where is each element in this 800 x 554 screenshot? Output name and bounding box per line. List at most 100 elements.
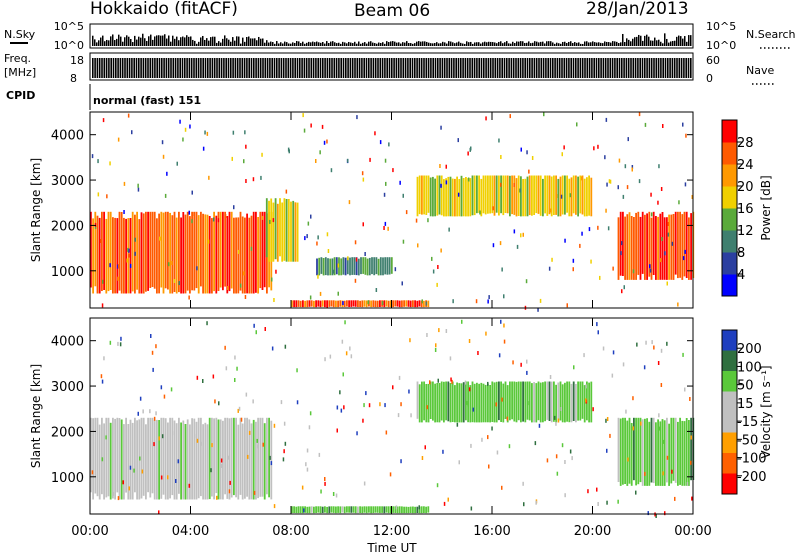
nsky-bar bbox=[552, 42, 554, 46]
nsky-bar bbox=[612, 41, 614, 46]
scatter-point bbox=[666, 341, 668, 346]
data-streak bbox=[528, 175, 531, 216]
scatter-point bbox=[207, 239, 210, 244]
nsky-bar bbox=[258, 36, 260, 46]
data-streak bbox=[109, 422, 112, 500]
nave-bar bbox=[558, 58, 561, 78]
data-streak bbox=[513, 175, 516, 215]
scatter-point bbox=[301, 485, 304, 490]
nsky-bar bbox=[662, 43, 664, 46]
scatter-point bbox=[447, 497, 449, 502]
nave-bars bbox=[92, 58, 692, 78]
velocity-ylabel: Slant Range [km] bbox=[29, 364, 43, 468]
data-streak bbox=[332, 300, 335, 308]
nave-bar bbox=[517, 58, 520, 78]
data-streak bbox=[661, 419, 664, 486]
data-streak bbox=[659, 213, 662, 280]
scatter-point bbox=[498, 353, 501, 358]
scatter-point bbox=[324, 357, 326, 362]
nave-bar bbox=[480, 58, 483, 78]
data-streak bbox=[96, 215, 99, 294]
scatter-point bbox=[487, 435, 489, 440]
nsky-bar bbox=[378, 42, 380, 46]
data-streak bbox=[120, 419, 123, 500]
nave-bar bbox=[533, 58, 536, 78]
nsky-bar bbox=[368, 41, 370, 46]
data-streak bbox=[320, 257, 323, 274]
data-streak bbox=[261, 211, 264, 290]
nsky-bar bbox=[532, 42, 534, 46]
data-streak bbox=[259, 211, 262, 289]
nsky-bar bbox=[630, 41, 632, 46]
data-streak bbox=[535, 383, 538, 423]
data-streak bbox=[557, 382, 560, 423]
scatter-point bbox=[204, 130, 206, 135]
data-streak bbox=[652, 211, 655, 275]
data-streak bbox=[666, 417, 668, 483]
data-streak bbox=[467, 381, 469, 423]
nsky-bar bbox=[428, 42, 430, 46]
data-streak bbox=[361, 506, 364, 514]
scatter-point bbox=[691, 195, 693, 199]
data-streak bbox=[583, 178, 586, 217]
nsky-bar bbox=[268, 42, 270, 46]
data-streak bbox=[162, 212, 165, 294]
data-streak bbox=[276, 203, 279, 262]
nsky-bar bbox=[152, 39, 154, 46]
data-streak bbox=[533, 175, 535, 215]
nsky-bar bbox=[544, 43, 546, 46]
scatter-point bbox=[522, 232, 524, 237]
scatter-point bbox=[323, 140, 326, 145]
nsky-trace bbox=[92, 33, 692, 46]
scatter-point bbox=[398, 375, 401, 380]
nsky-bar bbox=[140, 37, 142, 46]
x-tick-label: 12:00 bbox=[373, 524, 410, 539]
data-streak bbox=[590, 381, 593, 423]
scatter-point bbox=[101, 303, 104, 308]
freq-label: Freq. bbox=[4, 52, 31, 65]
data-streak bbox=[484, 175, 487, 215]
data-streak bbox=[354, 300, 357, 307]
nsky-bar bbox=[488, 41, 490, 46]
scatter-point bbox=[384, 158, 387, 163]
data-streak bbox=[191, 418, 193, 500]
scatter-point bbox=[597, 502, 599, 506]
data-streak bbox=[617, 417, 620, 482]
data-streak bbox=[295, 506, 298, 514]
data-streak bbox=[372, 506, 375, 513]
data-streak bbox=[384, 257, 387, 275]
data-streak bbox=[681, 214, 684, 280]
data-streak bbox=[681, 420, 684, 486]
data-streak bbox=[460, 175, 463, 217]
power-cells bbox=[90, 112, 695, 312]
nsky-bar bbox=[534, 41, 536, 46]
nave-bar bbox=[112, 58, 115, 78]
nsky-bar bbox=[636, 36, 638, 46]
nave-bar bbox=[317, 58, 319, 78]
data-streak bbox=[478, 383, 480, 423]
nsky-bar bbox=[562, 41, 564, 46]
data-streak bbox=[197, 215, 200, 294]
scatter-point bbox=[501, 397, 503, 402]
nave-bar bbox=[418, 58, 421, 78]
scatter-point bbox=[417, 243, 419, 248]
data-streak bbox=[570, 383, 573, 423]
y-tick-label: 1000 bbox=[51, 471, 84, 486]
data-streak bbox=[281, 202, 284, 262]
data-streak bbox=[471, 175, 474, 216]
velocity-colorbar-swatch bbox=[722, 330, 737, 351]
data-streak bbox=[235, 217, 237, 294]
nsky-bar bbox=[666, 38, 668, 46]
scatter-point bbox=[503, 294, 505, 299]
nave-bar bbox=[163, 58, 165, 78]
scatter-point bbox=[326, 232, 329, 237]
data-streak bbox=[222, 211, 224, 291]
data-streak bbox=[136, 420, 138, 500]
power-colorbar-tick-label: 4 bbox=[737, 268, 745, 283]
scatter-point bbox=[152, 367, 154, 372]
data-streak bbox=[324, 300, 326, 308]
nsky-bar bbox=[360, 43, 362, 46]
nsky-bar bbox=[516, 41, 518, 46]
data-streak bbox=[195, 211, 198, 289]
scatter-point bbox=[581, 176, 583, 181]
